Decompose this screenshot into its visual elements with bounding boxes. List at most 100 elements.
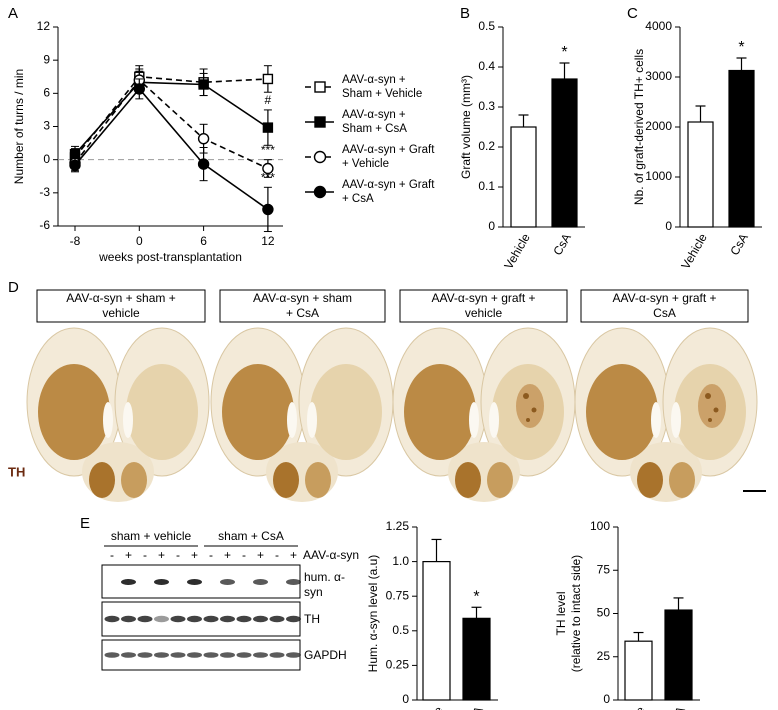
- y-tick-label: 0.2: [478, 139, 495, 153]
- y-tick-label: 0.25: [386, 658, 410, 672]
- blot-band: [154, 579, 169, 585]
- legend-marker: [313, 150, 327, 164]
- blot-band: [104, 615, 120, 623]
- significance-label: #: [265, 93, 272, 107]
- significance-label: *: [738, 39, 744, 56]
- blot-band: [170, 652, 186, 658]
- y-tick-label: 3000: [645, 69, 672, 83]
- group-label: sham + vehicle: [111, 529, 192, 543]
- y-tick-label: 0: [488, 219, 495, 233]
- y-tick-label: 4000: [645, 19, 672, 33]
- legend-marker: [313, 185, 327, 199]
- x-tick-label: CsA: [550, 231, 573, 258]
- lane-sign: -: [275, 548, 279, 562]
- significance-label: ***: [261, 143, 275, 157]
- x-tick-label: CsA: [727, 231, 750, 258]
- y-tick-label: 9: [43, 52, 50, 66]
- bar: [462, 617, 491, 701]
- condition-label: AAV-α-syn + graft + vehicle: [431, 291, 536, 320]
- lane-sign: -: [242, 548, 246, 562]
- y-axis-label: Graft volume (mm³): [459, 75, 473, 179]
- lane-sign: -: [110, 548, 114, 562]
- y-tick-label: 0.5: [478, 19, 495, 33]
- legend-marker: [314, 81, 326, 93]
- blot-band: [269, 615, 285, 623]
- band-label: GAPDH: [304, 648, 347, 662]
- condition-label: AAV-α-syn + sham + CsA: [252, 291, 353, 320]
- x-tick-label: CsA: [462, 704, 485, 710]
- blot-band: [220, 579, 235, 585]
- x-axis-label: weeks post-transplantation: [98, 250, 242, 264]
- blot-band: [137, 615, 153, 623]
- y-tick-label: 0.75: [386, 588, 410, 602]
- significance-label: *: [473, 588, 479, 605]
- y-tick-label: 6: [43, 86, 50, 100]
- y-tick-label: 12: [37, 19, 51, 33]
- lane-sign: +: [125, 548, 132, 562]
- lane-sign: +: [257, 548, 264, 562]
- blot-band: [236, 615, 252, 623]
- y-tick-label: 1.0: [392, 554, 409, 568]
- graft-image: [698, 384, 726, 428]
- panel-label: A: [8, 5, 18, 22]
- blot-band: [104, 652, 120, 658]
- significance-label: *: [561, 44, 567, 61]
- y-axis-label: Number of turns / min: [12, 69, 26, 184]
- y-tick-label: 0.4: [478, 59, 495, 73]
- y-tick-label: 0.3: [478, 99, 495, 113]
- legend-label: AAV-α-syn + Graft + CsA: [342, 179, 435, 205]
- x-tick-label: Vehicle: [616, 704, 648, 710]
- blot-band: [154, 615, 169, 623]
- y-tick-label: 0: [402, 692, 409, 706]
- lane-sign: +: [290, 548, 297, 562]
- blot-band: [220, 652, 235, 658]
- y-tick-label: 0: [43, 152, 50, 166]
- legend-marker: [314, 116, 326, 128]
- y-tick-label: 1000: [645, 169, 672, 183]
- series-line: [74, 75, 268, 158]
- blot-band: [253, 579, 268, 585]
- x-tick-label: Vehicle: [501, 231, 533, 272]
- lane-sign: +: [191, 548, 198, 562]
- blot-band: [286, 652, 301, 658]
- bar: [687, 121, 714, 228]
- marker: [197, 158, 210, 170]
- x-tick-label: 6: [200, 234, 207, 248]
- blot-band: [269, 652, 285, 658]
- lane-sign: +: [158, 548, 165, 562]
- blot-band: [137, 652, 153, 658]
- brain-section-image: [26, 327, 210, 503]
- stain-label: TH: [8, 464, 25, 479]
- y-tick-label: -3: [39, 185, 50, 199]
- blot-band: [236, 652, 252, 658]
- y-tick-label: 0: [603, 692, 610, 706]
- lane-sign: -: [209, 548, 213, 562]
- blot-band: [203, 652, 219, 658]
- panel-label: E: [80, 515, 90, 532]
- blot-band: [154, 652, 169, 658]
- x-tick-label: -8: [70, 234, 81, 248]
- band-label: hum. α-syn: [304, 570, 345, 599]
- marker: [262, 122, 274, 133]
- marker: [262, 73, 274, 85]
- x-tick-label: Vehicle: [678, 231, 710, 272]
- y-tick-label: 0: [665, 219, 672, 233]
- bar: [664, 609, 693, 701]
- bar: [624, 640, 653, 701]
- blot-band: [286, 579, 301, 585]
- panel-label: D: [8, 279, 19, 296]
- significance-label: ***: [261, 170, 275, 184]
- y-tick-label: 2000: [645, 119, 672, 133]
- condition-label: AAV-α-syn + graft + CsA: [612, 291, 717, 320]
- x-tick-label: 12: [261, 234, 275, 248]
- bar: [728, 69, 755, 228]
- y-axis-label: TH level: [554, 591, 568, 635]
- legend-label: AAV-α-syn + Graft + Vehicle: [342, 144, 435, 170]
- blot-band: [253, 652, 268, 658]
- blot-band: [286, 615, 301, 623]
- marker: [198, 79, 209, 90]
- series-line: [74, 78, 269, 170]
- y-tick-label: 1.25: [386, 519, 410, 533]
